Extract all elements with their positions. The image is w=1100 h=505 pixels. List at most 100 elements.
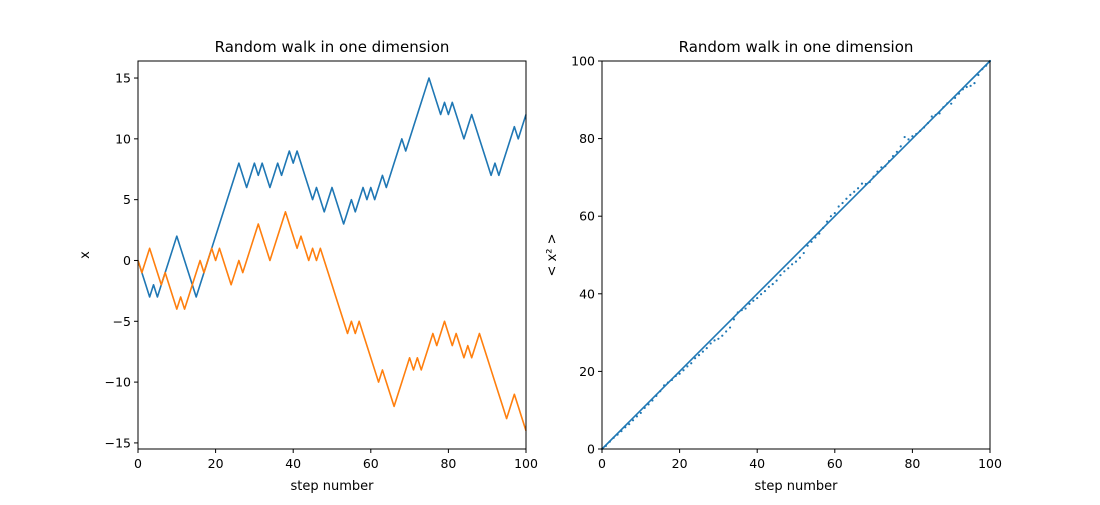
msd-chart-point (985, 64, 988, 67)
walk-chart-y-tick-label: −15 (105, 435, 131, 450)
msd-chart-point (628, 423, 631, 426)
msd-chart-point (651, 399, 654, 402)
msd-chart-point (787, 267, 790, 270)
walk-chart-y-tick-label: −5 (113, 314, 131, 329)
msd-chart-point (783, 270, 786, 273)
msd-chart-y-label: < x² > (545, 234, 560, 277)
msd-chart-point (659, 390, 662, 393)
walk-chart-x-tick-label: 60 (363, 456, 379, 471)
msd-chart-x-tick-label: 0 (598, 456, 606, 471)
msd-chart-point (725, 330, 728, 333)
msd-chart-point (678, 372, 681, 375)
msd-chart-y-tick-label: 60 (579, 209, 595, 224)
msd-chart-point (919, 129, 922, 132)
msd-chart-x-tick-label: 80 (904, 456, 920, 471)
msd-chart-point (686, 365, 689, 368)
msd-chart-point (732, 318, 736, 321)
msd-chart-x-axis: 0 20 40 60 80 100 (598, 449, 1002, 471)
msd-chart-point (775, 279, 778, 282)
msd-chart-point (759, 293, 763, 296)
msd-chart-point (845, 197, 848, 200)
msd-chart-point (934, 113, 937, 117)
msd-chart-point (822, 226, 825, 229)
msd-chart-point (674, 374, 677, 378)
msd-chart-point (655, 394, 658, 397)
msd-chart-point (810, 240, 813, 243)
msd-chart-point (903, 135, 906, 139)
msd-chart-point (895, 150, 898, 153)
msd-chart-point (748, 302, 751, 305)
msd-chart-point (926, 121, 930, 125)
msd-chart-plot-area (600, 59, 992, 451)
msd-chart-point (981, 68, 984, 71)
msd-chart-point (771, 283, 774, 286)
msd-chart-point (977, 73, 980, 77)
msd-chart-point (911, 135, 914, 138)
msd-chart: Random walk in one dimension 0 20 40 60 80 10… (545, 38, 1002, 494)
msd-chart-point (802, 251, 805, 255)
msd-chart-point (798, 256, 801, 259)
walk-chart-y-axis: −15 −10 −5 0 5 10 15 (105, 71, 138, 450)
msd-chart-point (818, 232, 821, 235)
msd-chart-point (647, 403, 650, 406)
walk-chart: Random walk in one dimension 0 20 40 60 80 10… (78, 38, 538, 494)
msd-chart-point (779, 274, 782, 277)
msd-chart-point (868, 180, 871, 184)
walk-chart-x-tick-label: 0 (134, 456, 142, 471)
msd-chart-point (608, 440, 611, 443)
msd-chart-x-tick-label: 40 (749, 456, 765, 471)
walk-chart-y-tick-label: 0 (123, 253, 131, 268)
msd-chart-point (872, 175, 875, 178)
msd-chart-point (922, 126, 926, 129)
msd-chart-point (915, 132, 918, 136)
walk-chart-y-tick-label: 15 (115, 71, 131, 86)
msd-chart-frame (601, 60, 991, 450)
msd-chart-point (620, 430, 623, 433)
msd-chart-point (794, 260, 798, 263)
msd-chart-point (635, 415, 639, 418)
msd-chart-point (616, 433, 619, 436)
msd-chart-y-tick-label: 20 (579, 364, 595, 379)
walk-chart-x-axis: 0 20 40 60 80 100 (134, 449, 538, 471)
walk-chart-series-line-2 (137, 211, 527, 432)
msd-chart-point (612, 436, 615, 439)
msd-chart-y-axis: 0 20 40 60 80 100 (571, 54, 602, 457)
msd-chart-point (744, 307, 747, 310)
msd-chart-point (690, 362, 693, 365)
msd-chart-point (825, 220, 829, 223)
msd-chart-point (942, 106, 945, 109)
msd-chart-point (752, 299, 755, 302)
msd-chart-x-tick-label: 100 (978, 456, 1002, 471)
msd-chart-point (938, 112, 941, 115)
msd-chart-point (841, 201, 844, 205)
walk-chart-y-label: x (78, 251, 93, 259)
msd-chart-point (953, 96, 957, 99)
msd-chart-y-tick-label: 80 (579, 131, 595, 146)
msd-chart-point (705, 347, 708, 350)
msd-chart-point (717, 337, 720, 340)
msd-chart-point (682, 369, 685, 372)
walk-chart-y-tick-label: 5 (123, 192, 131, 207)
msd-chart-point (806, 244, 809, 247)
msd-chart-point (860, 182, 864, 185)
msd-chart-point (969, 84, 972, 87)
msd-chart-point (763, 289, 767, 293)
walk-chart-y-tick-label: −10 (105, 375, 131, 390)
msd-chart-point (907, 138, 910, 141)
msd-chart-point (973, 82, 976, 85)
msd-chart-point (876, 170, 879, 173)
msd-chart-point (864, 182, 867, 186)
msd-chart-x-tick-label: 60 (827, 456, 843, 471)
walk-chart-y-tick-label: 10 (115, 131, 131, 146)
msd-chart-y-tick-label: 100 (571, 54, 595, 69)
msd-chart-point (767, 285, 770, 288)
msd-chart-point (643, 406, 646, 409)
msd-chart-point (721, 334, 724, 337)
msd-chart-point (697, 354, 701, 357)
msd-chart-y-tick-label: 0 (587, 442, 595, 457)
msd-chart-point (736, 311, 739, 314)
msd-chart-point (957, 92, 961, 95)
walk-chart-x-label: step number (291, 479, 375, 494)
msd-chart-point (880, 166, 883, 169)
msd-chart-point (756, 296, 759, 300)
